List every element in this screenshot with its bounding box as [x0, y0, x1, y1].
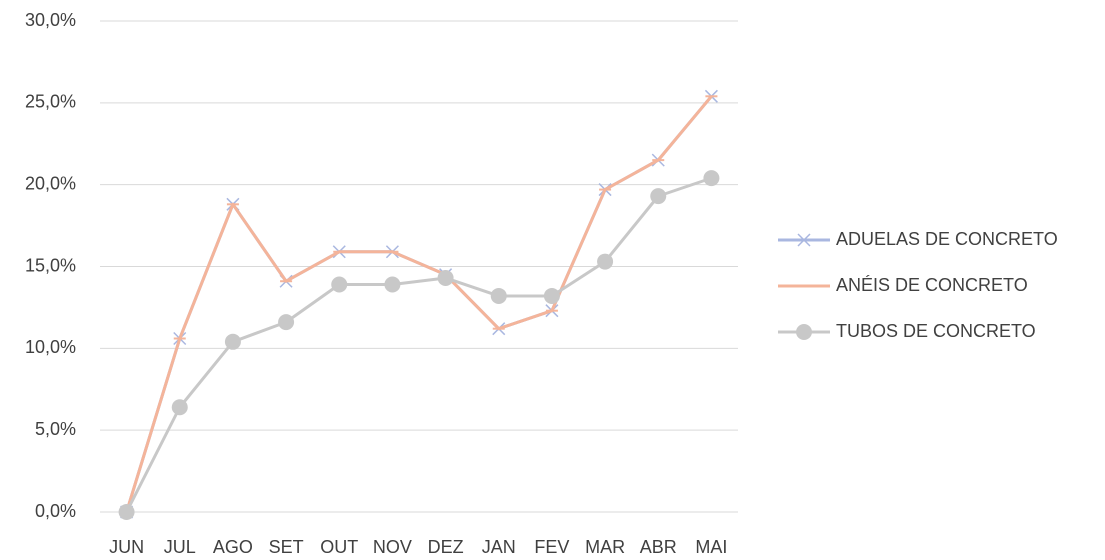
x-tick-label: MAI	[695, 537, 727, 557]
series-line	[125, 176, 712, 513]
point	[490, 287, 507, 304]
point	[543, 287, 560, 304]
y-tick-label: 30,0%	[25, 10, 76, 30]
series-line	[125, 95, 713, 513]
point	[278, 314, 295, 331]
y-tick-label: 20,0%	[25, 173, 76, 193]
x-tick-label: FEV	[534, 537, 569, 557]
series: ANÉIS DE CONCRETO	[120, 95, 1028, 513]
x-tick-label: NOV	[373, 537, 412, 557]
x-tick-label: ABR	[640, 537, 677, 557]
series-line	[125, 95, 713, 513]
legend-label: ANÉIS DE CONCRETO	[836, 275, 1028, 295]
y-tick-label: 5,0%	[35, 419, 76, 439]
legend-label: TUBOS DE CONCRETO	[836, 321, 1036, 341]
x-tick-label: DEZ	[428, 537, 464, 557]
point	[118, 504, 135, 520]
x-tick-label: JUN	[109, 537, 144, 557]
legend-label: ADUELAS DE CONCRETO	[836, 229, 1058, 249]
y-tick-label: 15,0%	[25, 255, 76, 275]
y-tick-label: 25,0%	[25, 92, 76, 112]
series: TUBOS DE CONCRETO	[118, 170, 1036, 520]
x-tick-label: SET	[269, 537, 304, 557]
x-tick-label: JAN	[482, 537, 516, 557]
series: ADUELAS DE CONCRETO	[120, 89, 1058, 519]
x-tick-label: MAR	[585, 537, 625, 557]
y-tick-label: 10,0%	[25, 337, 76, 357]
point	[384, 276, 401, 293]
x-tick-label: JUL	[164, 537, 196, 557]
x-tick-label: OUT	[320, 537, 358, 557]
point	[650, 188, 667, 205]
point	[331, 276, 348, 293]
point	[796, 324, 812, 340]
point	[171, 399, 188, 416]
point	[437, 269, 454, 286]
point	[797, 233, 811, 247]
point	[224, 333, 241, 350]
point	[703, 170, 720, 187]
point	[597, 253, 614, 270]
y-tick-label: 0,0%	[35, 501, 76, 521]
x-tick-label: AGO	[213, 537, 253, 557]
